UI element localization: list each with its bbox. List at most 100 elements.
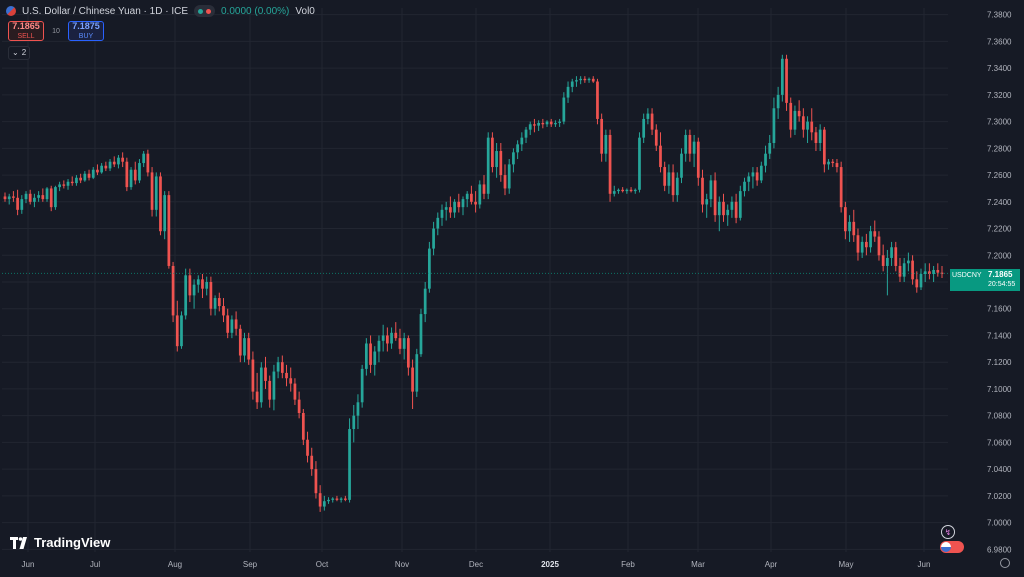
candle <box>213 295 217 316</box>
candle <box>894 241 898 272</box>
candle <box>642 113 646 143</box>
candle <box>407 335 410 376</box>
candle-body <box>688 134 692 154</box>
candle-body <box>70 181 74 184</box>
candle-body <box>171 265 175 316</box>
indicators-toggle-button[interactable]: ⌄ 2 <box>8 46 31 60</box>
candle <box>570 78 574 93</box>
candle-body <box>112 161 116 165</box>
buy-label: BUY <box>78 32 94 40</box>
candle-body <box>827 161 830 165</box>
candle-body <box>503 175 507 189</box>
price-axis[interactable]: 7.3800 7.3600 7.3400 7.3200 7.3000 7.2800 7.26… <box>987 11 1012 555</box>
candle-body <box>591 78 595 82</box>
candle <box>667 164 671 194</box>
candle-body <box>524 129 528 138</box>
candle-body <box>528 124 532 130</box>
candle <box>390 327 393 349</box>
candle <box>360 364 364 408</box>
market-status-pill[interactable] <box>194 5 215 17</box>
trade-buttons: 7.1865 SELL 10 7.1875 BUY <box>8 21 104 41</box>
candle-body <box>125 161 129 188</box>
candle <box>449 196 452 218</box>
candle-body <box>596 81 599 119</box>
candle-body <box>150 172 154 210</box>
candle <box>196 275 200 293</box>
candle-body <box>264 367 267 381</box>
candle-body <box>554 122 557 125</box>
buy-button[interactable]: 7.1875 BUY <box>68 21 104 41</box>
candle-body <box>213 298 217 309</box>
candle-body <box>587 78 591 81</box>
candle-body <box>470 193 473 202</box>
candle-body <box>772 108 776 143</box>
candle <box>234 311 238 336</box>
candle <box>146 149 150 177</box>
candle <box>394 322 398 341</box>
candle <box>936 263 940 277</box>
candle-body <box>259 367 263 403</box>
candle-body <box>293 383 297 400</box>
candle-body <box>713 180 717 216</box>
candle <box>301 408 305 446</box>
candle <box>310 447 314 476</box>
candle <box>104 161 108 172</box>
candle <box>87 169 91 181</box>
candle <box>251 351 255 400</box>
symbol-title[interactable]: U.S. Dollar / Chinese Yuan · 1D · ICE <box>22 5 188 17</box>
candle-body <box>663 167 667 186</box>
candle-body <box>243 338 246 356</box>
candle-body <box>881 255 885 266</box>
tradingview-logo[interactable]: TradingView <box>10 535 110 550</box>
candle-body <box>352 415 356 430</box>
candle <box>886 249 889 296</box>
lightning-icon[interactable]: ↯ <box>941 525 955 539</box>
candle <box>902 257 906 283</box>
candle <box>680 148 683 184</box>
candle <box>37 191 40 202</box>
candle <box>881 244 885 272</box>
time-axis[interactable]: Jun Jul Aug Sep Oct Nov Dec 2025 Feb Mar Apr May Jun <box>22 560 931 569</box>
candle <box>415 348 419 397</box>
y-tick-label: 7.3800 <box>987 11 1012 20</box>
candle <box>911 255 914 285</box>
candle <box>835 159 839 173</box>
candle <box>419 308 423 357</box>
candle <box>932 265 935 283</box>
candle <box>663 161 667 192</box>
candle <box>423 282 427 323</box>
candle-body <box>289 378 293 384</box>
candle <box>352 404 356 443</box>
x-tick-label: Dec <box>469 560 483 569</box>
candle-body <box>436 217 440 229</box>
candle <box>428 241 431 293</box>
candle <box>566 81 570 103</box>
candle <box>75 175 78 186</box>
settings-gear-icon[interactable] <box>1000 558 1010 568</box>
price-change: 0.0000 (0.00%) <box>221 5 290 17</box>
candle <box>154 172 158 217</box>
indicators-count: 2 <box>21 48 27 57</box>
candle <box>398 328 402 355</box>
candle <box>839 161 843 213</box>
sell-button[interactable]: 7.1865 SELL <box>8 21 44 41</box>
candle-body <box>923 271 927 274</box>
candle <box>608 129 612 202</box>
candle <box>524 126 528 143</box>
candle <box>112 156 116 168</box>
candle <box>24 191 28 204</box>
candle <box>772 97 776 149</box>
economic-events-icon[interactable] <box>940 541 964 553</box>
candle <box>133 161 137 185</box>
candle-body <box>722 201 725 216</box>
candle <box>348 418 351 503</box>
candle-body <box>894 247 898 266</box>
candle-body <box>419 314 423 355</box>
candle-body <box>339 498 343 500</box>
candle-body <box>612 191 616 194</box>
candle <box>217 292 221 312</box>
candle-body <box>423 288 427 315</box>
candle-body <box>390 332 393 344</box>
